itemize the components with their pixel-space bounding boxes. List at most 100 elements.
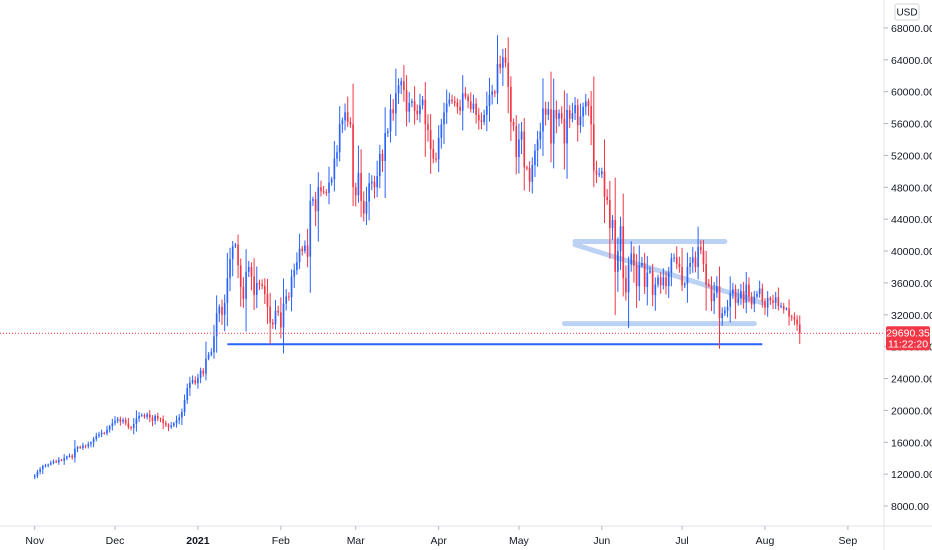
candle (526, 165, 528, 171)
candle-body (381, 153, 384, 161)
candle (448, 92, 451, 107)
candle-body (408, 102, 411, 112)
candle-body (175, 419, 178, 424)
candle-body (689, 263, 691, 267)
time-tick-label: Dec (106, 535, 125, 547)
candle-body (456, 102, 459, 107)
candle (716, 276, 718, 298)
candle-body (600, 171, 603, 174)
candle-body (336, 152, 338, 159)
candle (494, 89, 496, 98)
candle-body (547, 109, 550, 115)
price-tick-label: 36000.00 (891, 278, 932, 290)
candle (721, 307, 724, 326)
candle-body (191, 380, 194, 383)
candle-body (146, 414, 148, 417)
candle (373, 175, 376, 199)
candle (309, 183, 312, 293)
candle-body (748, 284, 750, 297)
candle (694, 251, 697, 273)
candle-body (782, 306, 785, 310)
candle-body (448, 99, 451, 104)
candle (686, 252, 689, 303)
candle (598, 167, 600, 178)
time-axis[interactable]: Nov Dec 2021 Feb Mar Apr May Jun Jul Aug Sep (0, 525, 932, 547)
candle-body (788, 308, 790, 317)
candle (673, 253, 675, 263)
candle-body (523, 131, 526, 168)
candle (582, 102, 584, 127)
candle (761, 283, 764, 308)
candle-body (488, 94, 491, 107)
candle-body (124, 419, 127, 424)
candle (657, 274, 659, 288)
candle-body (258, 282, 261, 285)
candle-body (724, 310, 726, 314)
candle-body (218, 306, 221, 314)
candle-body (673, 257, 675, 259)
candle (528, 161, 531, 192)
candle-body (716, 286, 718, 294)
candle-body (777, 297, 780, 307)
candle-body (328, 182, 330, 193)
candle (237, 234, 239, 279)
candle-body (280, 312, 282, 328)
candle-body (247, 266, 250, 272)
candle-body (667, 272, 670, 287)
candle-body (387, 131, 389, 134)
currency-badge[interactable]: USD (894, 3, 920, 21)
candle (798, 315, 801, 345)
candle (566, 93, 568, 179)
candle-body (539, 131, 542, 140)
candle (132, 418, 135, 435)
candle-body (178, 417, 181, 420)
candle (314, 191, 317, 227)
candle-body (140, 415, 143, 417)
candle (223, 294, 226, 332)
candle (740, 283, 742, 305)
candle-body (598, 173, 600, 175)
candle-body (555, 110, 558, 119)
candle-body (750, 296, 753, 305)
candle-body (403, 81, 405, 91)
candle-body (197, 377, 199, 384)
candle-body (330, 179, 333, 183)
candle (531, 157, 534, 194)
candle-body (173, 423, 175, 426)
candle (320, 180, 322, 197)
price-tick-label: 44000.00 (891, 214, 932, 226)
candle-body (592, 124, 595, 171)
candle (349, 117, 352, 128)
candle (732, 282, 734, 300)
candle-body (293, 270, 296, 277)
candle-body (229, 259, 231, 279)
candle-body (643, 263, 646, 287)
candle (234, 242, 237, 248)
candle (662, 268, 665, 290)
candle (127, 417, 130, 430)
candle (745, 272, 748, 314)
candle-body (309, 200, 312, 257)
candle (619, 216, 622, 270)
candle-body (571, 113, 574, 119)
price-tick-label: 64000.00 (891, 55, 932, 67)
candle-body (170, 425, 173, 428)
candle (796, 315, 798, 331)
candle (271, 319, 274, 329)
candle (555, 100, 558, 134)
candle (215, 295, 218, 353)
candle (654, 277, 657, 311)
price-tick-label: 68000.00 (891, 23, 932, 35)
candle-body (707, 284, 710, 287)
candle (79, 445, 82, 449)
candle-body (475, 103, 477, 115)
candle-body (52, 461, 55, 464)
candle-body (156, 416, 159, 419)
candle (36, 469, 39, 479)
time-tick-label: Nov (25, 535, 44, 547)
candle (576, 98, 579, 142)
candle (285, 289, 288, 311)
candle (756, 290, 758, 299)
